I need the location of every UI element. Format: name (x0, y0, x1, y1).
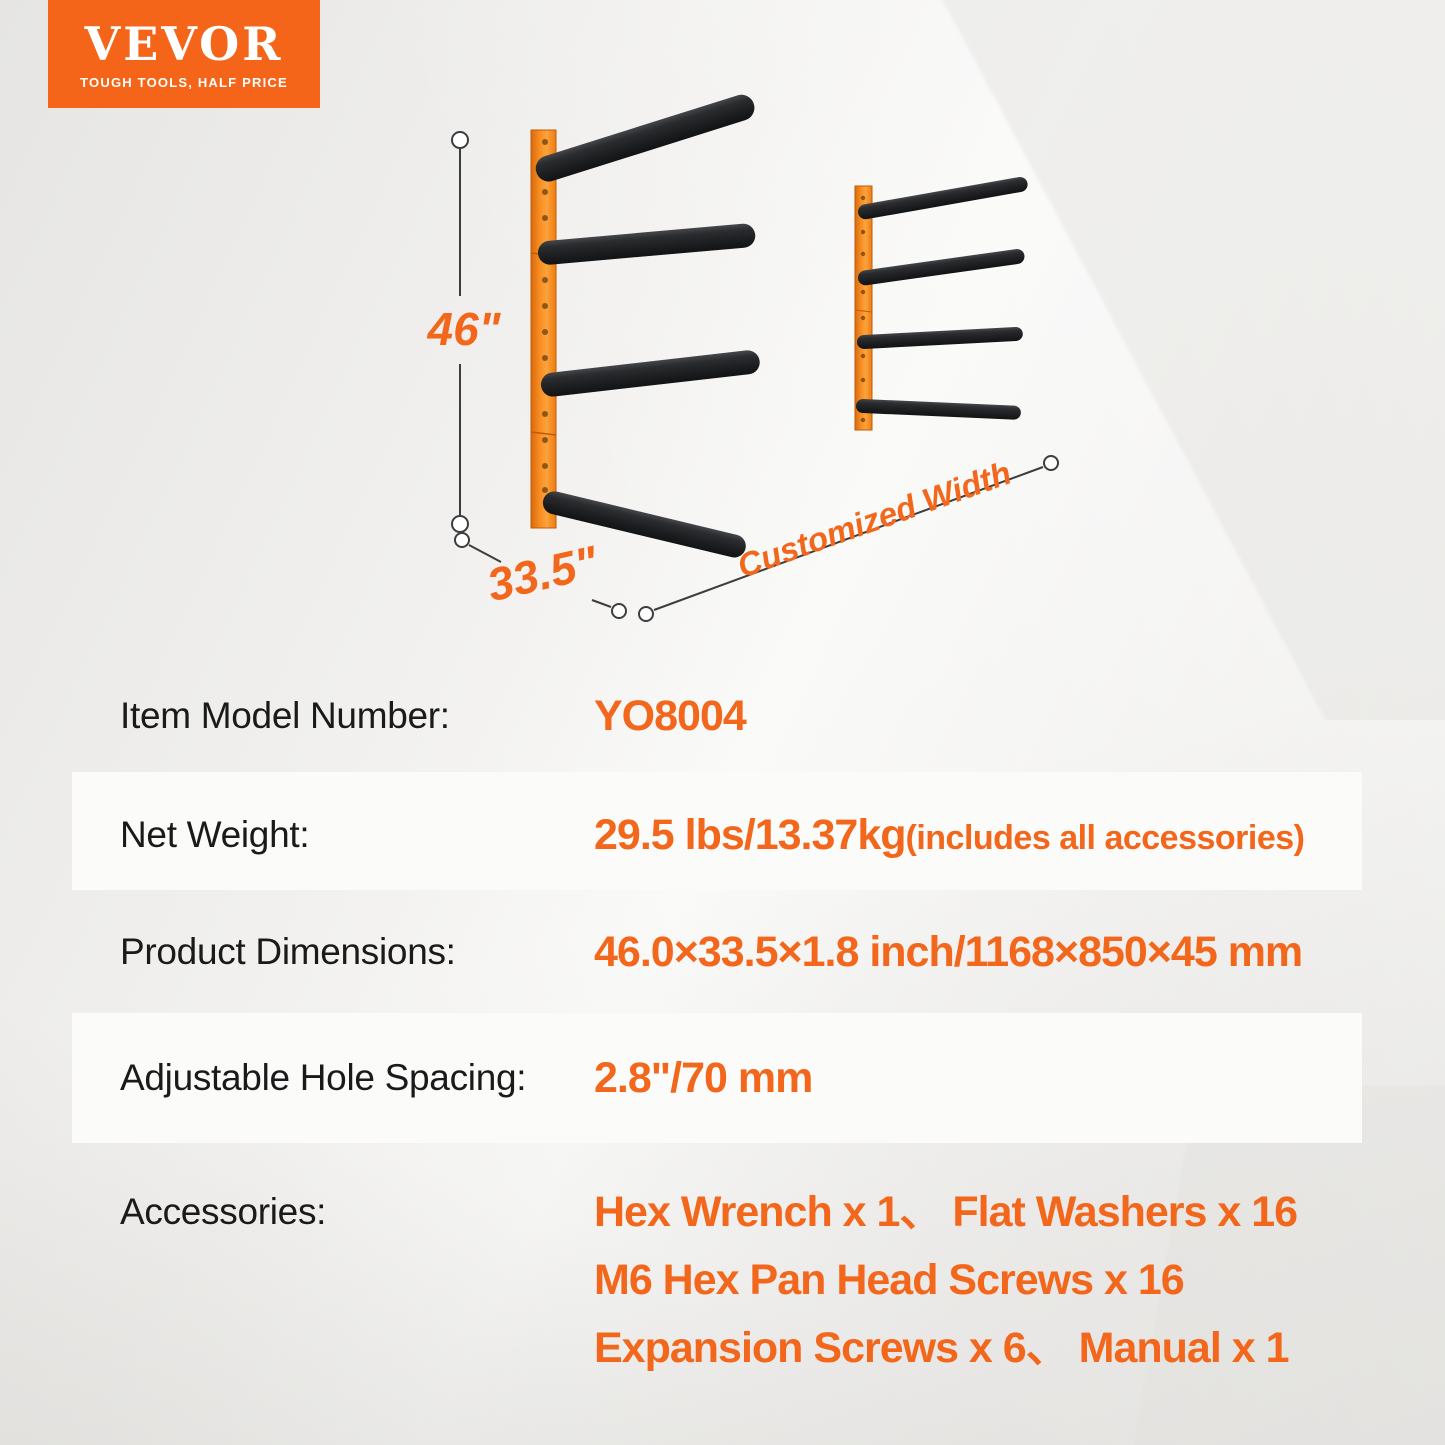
rack-small-arm-2 (857, 248, 1025, 286)
spec-label: Adjustable Hole Spacing: (120, 1057, 527, 1098)
spec-value-main: 29.5 lbs/13.37kg (594, 810, 906, 859)
rack-large-arm-3 (540, 350, 760, 397)
spec-band-hole-spacing (72, 1013, 1362, 1143)
rail-holes (860, 195, 866, 423)
spec-value: 46.0×33.5×1.8 inch/1168×850×45 mm (594, 927, 1303, 976)
accessories-line-3: Expansion Screws x 6、 Manual x 1 (594, 1324, 1290, 1372)
rack-small (854, 176, 1028, 431)
spec-value: 2.8"/70 mm (594, 1053, 813, 1102)
spec-row-net-weight: Net Weight: 29.5 lbs/13.37kg(includes al… (120, 805, 1305, 865)
spec-label-accessories: Accessories: (120, 1191, 327, 1232)
spec-row-hole-spacing: Adjustable Hole Spacing: 2.8"/70 mm (120, 1048, 813, 1108)
vevor-logo: VEVOR TOUGH TOOLS, HALF PRICE (48, 0, 320, 108)
width-dimension (454, 532, 627, 619)
rack-large-arm-1 (535, 94, 755, 182)
height-dimension-label: 46" (427, 303, 502, 355)
rack-small-arm-1 (857, 176, 1028, 220)
customized-width-dimension (638, 455, 1059, 622)
spec-row-model-number: Item Model Number: YO8004 (120, 686, 747, 746)
spec-value: YO8004 (594, 691, 747, 740)
spec-label: Item Model Number: (120, 695, 450, 736)
height-dimension (451, 131, 469, 533)
rack-small-arm-3 (856, 326, 1023, 349)
spec-value: 29.5 lbs/13.37kg(includes all accessorie… (594, 810, 1305, 860)
rack-large-arm-4 (542, 491, 746, 558)
rack-large-arm-2 (537, 223, 756, 265)
spec-label: Product Dimensions: (120, 931, 456, 972)
rack-large (530, 94, 760, 558)
accessories-line-2: M6 Hex Pan Head Screws x 16 (594, 1256, 1185, 1304)
lumber-rack-diagram: 46" 33.5" Customized Width (427, 94, 1059, 622)
rail-holes (542, 139, 548, 493)
spec-band-net-weight (72, 772, 1362, 890)
spec-row-dimensions: Product Dimensions: 46.0×33.5×1.8 inch/1… (120, 922, 1303, 982)
brand-name: VEVOR (84, 16, 284, 71)
accessories-line-1: Hex Wrench x 1、 Flat Washers x 16 (594, 1188, 1298, 1236)
spec-label: Net Weight: (120, 814, 310, 855)
width-dimension-label: 33.5" (482, 535, 603, 611)
customized-width-label: Customized Width (732, 454, 1015, 585)
spec-value-accessories: Hex Wrench x 1、 Flat Washers x 16 M6 Hex… (594, 1178, 1298, 1382)
brand-tagline: TOUGH TOOLS, HALF PRICE (80, 74, 288, 90)
spec-value-suffix: (includes all accessories) (905, 818, 1305, 857)
rack-small-arm-4 (855, 399, 1021, 420)
